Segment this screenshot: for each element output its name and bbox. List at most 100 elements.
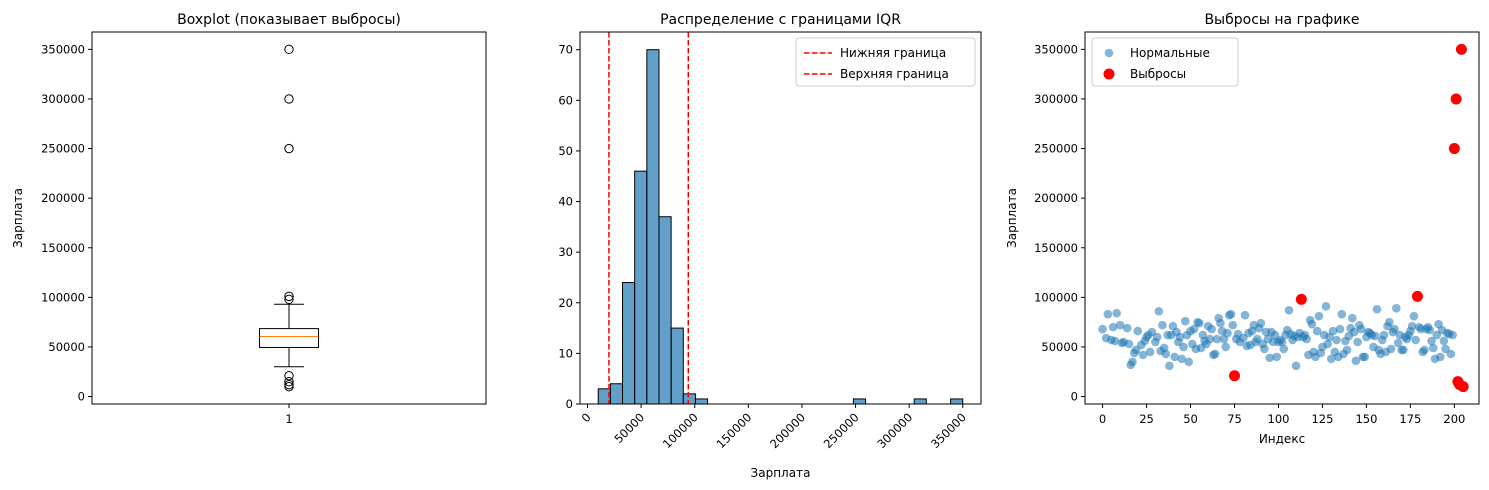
scatter-point-normal [1170, 352, 1180, 362]
histogram-bar [950, 398, 964, 405]
chart-title: Распределение с границами IQR [660, 12, 901, 28]
x-tick-label: 100 [1268, 412, 1290, 426]
x-tick-label: 150 [1355, 412, 1377, 426]
x-tick-label: 350000 [928, 410, 969, 451]
x-tick-label: 1 [285, 412, 292, 426]
y-tick-label: 60 [558, 93, 573, 107]
scatter-point-normal [1133, 326, 1143, 336]
scatter-point-outlier [1295, 293, 1307, 305]
y-tick-label: 300000 [41, 92, 85, 106]
scatter-point-normal [1265, 353, 1274, 363]
legend-label: Верхняя граница [840, 67, 949, 81]
scatter-point-normal [1307, 319, 1317, 329]
scatter-point-normal [1439, 336, 1449, 346]
scatter-point-normal [1112, 308, 1121, 318]
legend-marker-normal [1104, 48, 1114, 58]
flier-point [284, 294, 294, 305]
scatter-point-normal [1335, 324, 1345, 334]
x-axis-label: Индекс [1259, 432, 1305, 446]
scatter-point-outlier [1411, 290, 1423, 302]
x-tick-label: 300000 [874, 410, 915, 451]
scatter-point-normal [1158, 320, 1167, 330]
y-tick-label: 0 [1071, 390, 1078, 404]
scatter-point-normal [1152, 332, 1162, 342]
scatter-point-normal [1177, 354, 1187, 364]
x-tick-label: 125 [1311, 412, 1333, 426]
histogram-bar [682, 393, 696, 405]
scatter-point-normal [1272, 352, 1282, 362]
y-tick-label: 200000 [41, 191, 85, 205]
scatter-point-outlier [1448, 143, 1460, 155]
scatter-point-normal [1207, 324, 1216, 334]
scatter-point-outlier [1455, 43, 1467, 55]
scatter-point-normal [1189, 324, 1199, 334]
scatter-point-normal [1392, 303, 1401, 313]
legend-marker-outlier [1103, 68, 1115, 80]
y-tick-label: 50000 [48, 340, 85, 354]
scatter-point-normal [1420, 345, 1429, 355]
scatter-point-normal [1180, 316, 1190, 326]
x-tick-label: 75 [1227, 412, 1242, 426]
y-axis-label: Зарплата [11, 188, 25, 248]
x-axis-label: Зарплата [751, 466, 811, 480]
scatter-point-normal [1226, 309, 1236, 319]
scatter-point-normal [1210, 349, 1220, 359]
x-tick-label: 200000 [767, 410, 808, 451]
scatter-point-normal [1321, 301, 1331, 311]
x-tick-label: 200 [1443, 412, 1465, 426]
scatter-point-normal [1184, 357, 1194, 367]
legend-label: Нормальные [1130, 46, 1210, 60]
histogram-chart: Распределение с границами IQR 0 10 20 30 40 50… [558, 12, 982, 480]
histogram-bar [609, 383, 624, 405]
scatter-point-normal [1407, 321, 1417, 331]
scatter-point-normal [1379, 330, 1389, 340]
legend-label: Выбросы [1130, 67, 1186, 81]
y-tick-label: 0 [566, 397, 573, 411]
scatter-point-normal [1098, 324, 1107, 334]
scatter-point-normal [1390, 324, 1399, 334]
y-tick-label: 50000 [1041, 340, 1078, 354]
scatter-point-normal [1332, 335, 1341, 345]
y-tick-label: 0 [78, 390, 85, 404]
scatter-point-normal [1145, 347, 1155, 357]
scatter-point-normal [1386, 344, 1396, 354]
scatter-point-normal [1260, 344, 1269, 354]
legend: Нижняя граница Верхняя граница [795, 37, 976, 87]
scatter-point-normal [1356, 324, 1366, 334]
scatter-point-normal [1240, 310, 1250, 320]
scatter-point-normal [1128, 357, 1137, 367]
iqr-box [259, 328, 319, 348]
y-tick-label: 50 [558, 144, 573, 158]
scatter-point-normal [1409, 311, 1419, 321]
scatter-point-normal [1360, 352, 1369, 362]
scatter-point-normal [1348, 313, 1357, 323]
histogram-bar [634, 170, 648, 405]
y-tick-label: 40 [558, 195, 573, 209]
scatter-point-normal [1228, 320, 1238, 330]
scatter-point-normal [1154, 306, 1164, 316]
scatter-point-normal [1124, 339, 1134, 349]
scatter-point-normal [1436, 352, 1445, 362]
scatter-point-normal [1284, 305, 1294, 315]
flier-point [284, 44, 294, 55]
x-tick-label: 250000 [821, 410, 862, 451]
scatter-point-normal [1223, 328, 1232, 338]
scatter-point-normal [1115, 320, 1125, 330]
scatter-point-normal [1399, 345, 1408, 355]
scatter-point-normal [1370, 331, 1380, 341]
legend-label: Нижняя граница [840, 46, 946, 60]
scatter-point-normal [1314, 311, 1324, 321]
flier-point [284, 371, 294, 381]
y-tick-label: 200000 [1034, 191, 1078, 205]
scatter-point-normal [1448, 330, 1457, 340]
scatter-point-normal [1411, 335, 1420, 345]
scatter-point-normal [1326, 354, 1336, 364]
axes-frame [579, 31, 982, 405]
scatter-point-normal [1351, 356, 1361, 366]
histogram-bar [913, 398, 927, 405]
y-tick-label: 10 [558, 346, 573, 360]
y-tick-label: 30 [558, 245, 573, 259]
scatter-point-normal [1372, 304, 1382, 314]
y-axis-label: Зарплата [1005, 188, 1019, 248]
